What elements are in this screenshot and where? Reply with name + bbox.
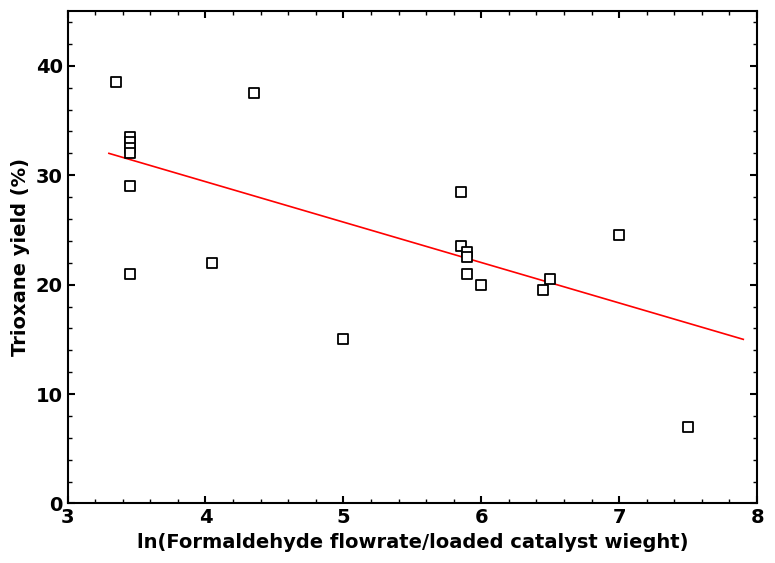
Point: [461, 247, 474, 256]
Point: [109, 78, 122, 87]
Point: [337, 335, 350, 344]
Y-axis label: Trioxane yield (%): Trioxane yield (%): [11, 158, 30, 356]
Point: [123, 138, 136, 147]
Point: [461, 269, 474, 278]
Point: [206, 258, 219, 267]
Point: [247, 88, 260, 97]
Point: [454, 187, 467, 196]
Point: [475, 280, 487, 289]
Point: [682, 422, 694, 431]
Point: [454, 242, 467, 251]
Point: [123, 269, 136, 278]
Point: [123, 182, 136, 191]
Point: [544, 275, 556, 284]
Point: [123, 149, 136, 158]
Point: [123, 132, 136, 141]
Point: [461, 253, 474, 262]
Point: [537, 285, 549, 294]
Point: [123, 144, 136, 153]
Point: [613, 231, 625, 240]
X-axis label: ln(Formaldehyde flowrate/loaded catalyst wieght): ln(Formaldehyde flowrate/loaded catalyst…: [136, 533, 688, 552]
